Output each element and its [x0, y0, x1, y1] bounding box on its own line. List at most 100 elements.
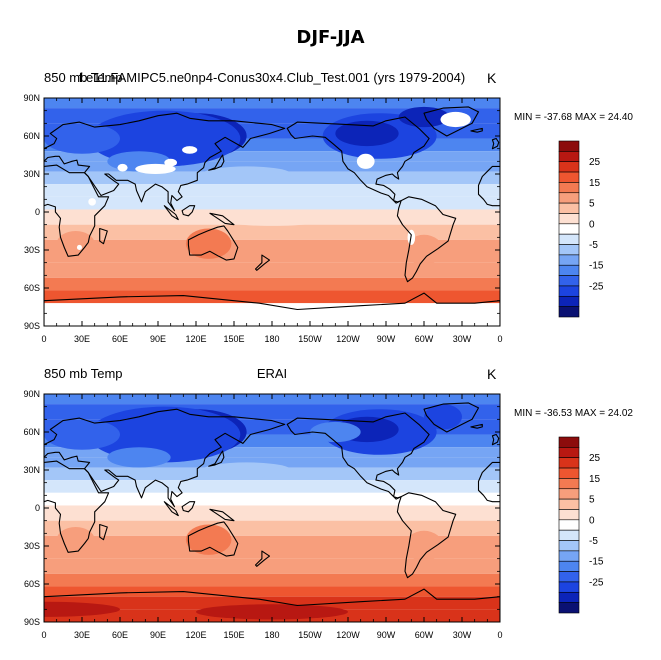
lon-tick-label: 0: [497, 334, 502, 344]
colorbar-swatch: [558, 192, 580, 204]
panel-units: K: [487, 366, 497, 382]
missing-data-region: [76, 244, 82, 250]
coastline-new-zealand: [254, 254, 271, 271]
lon-tick-label: 60W: [415, 630, 434, 640]
colorbar-swatch: [558, 529, 580, 541]
lon-tick-label: 0: [41, 334, 46, 344]
coastline-borneo: [181, 205, 196, 217]
coastline-north-america: [286, 116, 430, 204]
colorbar-swatch: [558, 571, 580, 583]
panel-units: K: [487, 70, 497, 86]
colorbar-swatch: [558, 171, 580, 183]
lon-tick-label: 150W: [298, 334, 322, 344]
coastline-antarctica: [44, 292, 500, 326]
colorbar-label: 15: [589, 178, 601, 189]
coastline-north-america: [286, 412, 430, 500]
field-blob: [202, 462, 291, 478]
lat-tick-label: 30S: [24, 541, 40, 551]
lat-tick-label: 0: [35, 503, 40, 513]
colorbar-swatch: [558, 244, 580, 256]
field-band: [44, 457, 500, 468]
colorbar-swatch: [558, 467, 580, 479]
lat-tick-label: 60N: [23, 427, 40, 437]
field-blob: [310, 421, 361, 443]
field-band: [44, 586, 500, 597]
coastline-south-america: [396, 196, 457, 283]
lon-tick-label: 90W: [377, 334, 396, 344]
field-band: [44, 161, 500, 172]
lon-tick-label: 60W: [415, 334, 434, 344]
colorbar-label: -5: [589, 536, 598, 547]
missing-data-region: [356, 153, 375, 169]
coastline-south-america: [396, 492, 457, 579]
missing-data-region: [88, 198, 96, 206]
lon-tick-label: 150E: [223, 334, 244, 344]
lat-tick-label: 90S: [24, 617, 40, 627]
colorbar-swatch: [558, 151, 580, 163]
coastline-antarctica: [44, 588, 500, 622]
lat-tick-label: 90N: [23, 93, 40, 103]
field-band: [44, 151, 500, 162]
lat-tick-label: 30N: [23, 465, 40, 475]
colorbar-label: 0: [589, 515, 595, 526]
field-blob: [405, 530, 443, 562]
colorbar-swatch: [558, 509, 580, 521]
coastline-iceland: [470, 127, 483, 133]
lat-tick-label: 30N: [23, 169, 40, 179]
field-band: [44, 98, 500, 109]
colorbar-swatch: [558, 306, 580, 318]
colorbar-swatch: [558, 161, 580, 173]
coastline-new-guinea: [209, 508, 235, 522]
field-band: [44, 239, 500, 263]
lat-tick-label: 60S: [24, 579, 40, 589]
lat-tick-label: 90S: [24, 321, 40, 331]
lon-tick-label: 30E: [74, 630, 90, 640]
colorbar: 25 15 5 0 -5 -15 -25: [558, 436, 604, 614]
lon-tick-label: 150W: [298, 630, 322, 640]
colorbar-label: -15: [589, 261, 604, 272]
lon-tick-label: 90E: [150, 334, 166, 344]
field-blob: [44, 601, 120, 617]
temperature-field: [44, 394, 500, 622]
field-blob: [215, 210, 329, 226]
lon-tick-label: 60E: [112, 630, 128, 640]
colorbar-label: 5: [589, 199, 595, 210]
colorbar-swatch: [558, 591, 580, 603]
field-band: [44, 535, 500, 559]
missing-data-region: [44, 303, 500, 326]
lon-tick-label: 180: [264, 334, 279, 344]
field-blob: [44, 419, 120, 450]
field-blob: [56, 527, 95, 553]
colorbar-swatch: [558, 233, 580, 245]
field-blob: [185, 228, 232, 259]
colorbar-swatch: [558, 202, 580, 214]
colorbar-swatch: [558, 602, 580, 614]
map-panel-model: 90N 60N 30N 0 30S 60S 90S 0 30E 60E 90E 120E 150E 180…: [0, 62, 661, 362]
colorbar-swatch: [558, 275, 580, 287]
colorbar-swatch: [558, 140, 580, 152]
colorbar-swatch: [558, 488, 580, 500]
lon-tick-label: 90W: [377, 630, 396, 640]
field-blob: [196, 604, 348, 620]
panel-header-center: ERAI: [256, 366, 288, 381]
coastline-africa: [44, 460, 110, 553]
colorbar-swatch: [558, 223, 580, 235]
temperature-field: [44, 98, 500, 326]
field-blob: [405, 234, 443, 266]
colorbar-label: -25: [589, 281, 604, 292]
lon-tick-label: 120E: [185, 334, 206, 344]
figure-title: DJF-JJA: [296, 27, 365, 48]
lon-tick-label: 120W: [336, 334, 360, 344]
panel-header-center: f.e11.FAMIPC5.ne0np4-Conus30x4.Club_Test…: [78, 70, 466, 85]
colorbar-swatch: [558, 519, 580, 531]
missing-data-region: [182, 146, 198, 154]
field-blob: [335, 120, 399, 147]
colorbar: 25 15 5 0 -5 -15 -25: [558, 140, 604, 318]
lon-tick-label: 120W: [336, 630, 360, 640]
colorbar-swatch: [558, 264, 580, 276]
colorbar-swatch: [558, 560, 580, 572]
colorbar-label: 25: [589, 157, 601, 168]
coastline-greenland: [423, 402, 480, 433]
colorbar-swatch: [558, 213, 580, 225]
